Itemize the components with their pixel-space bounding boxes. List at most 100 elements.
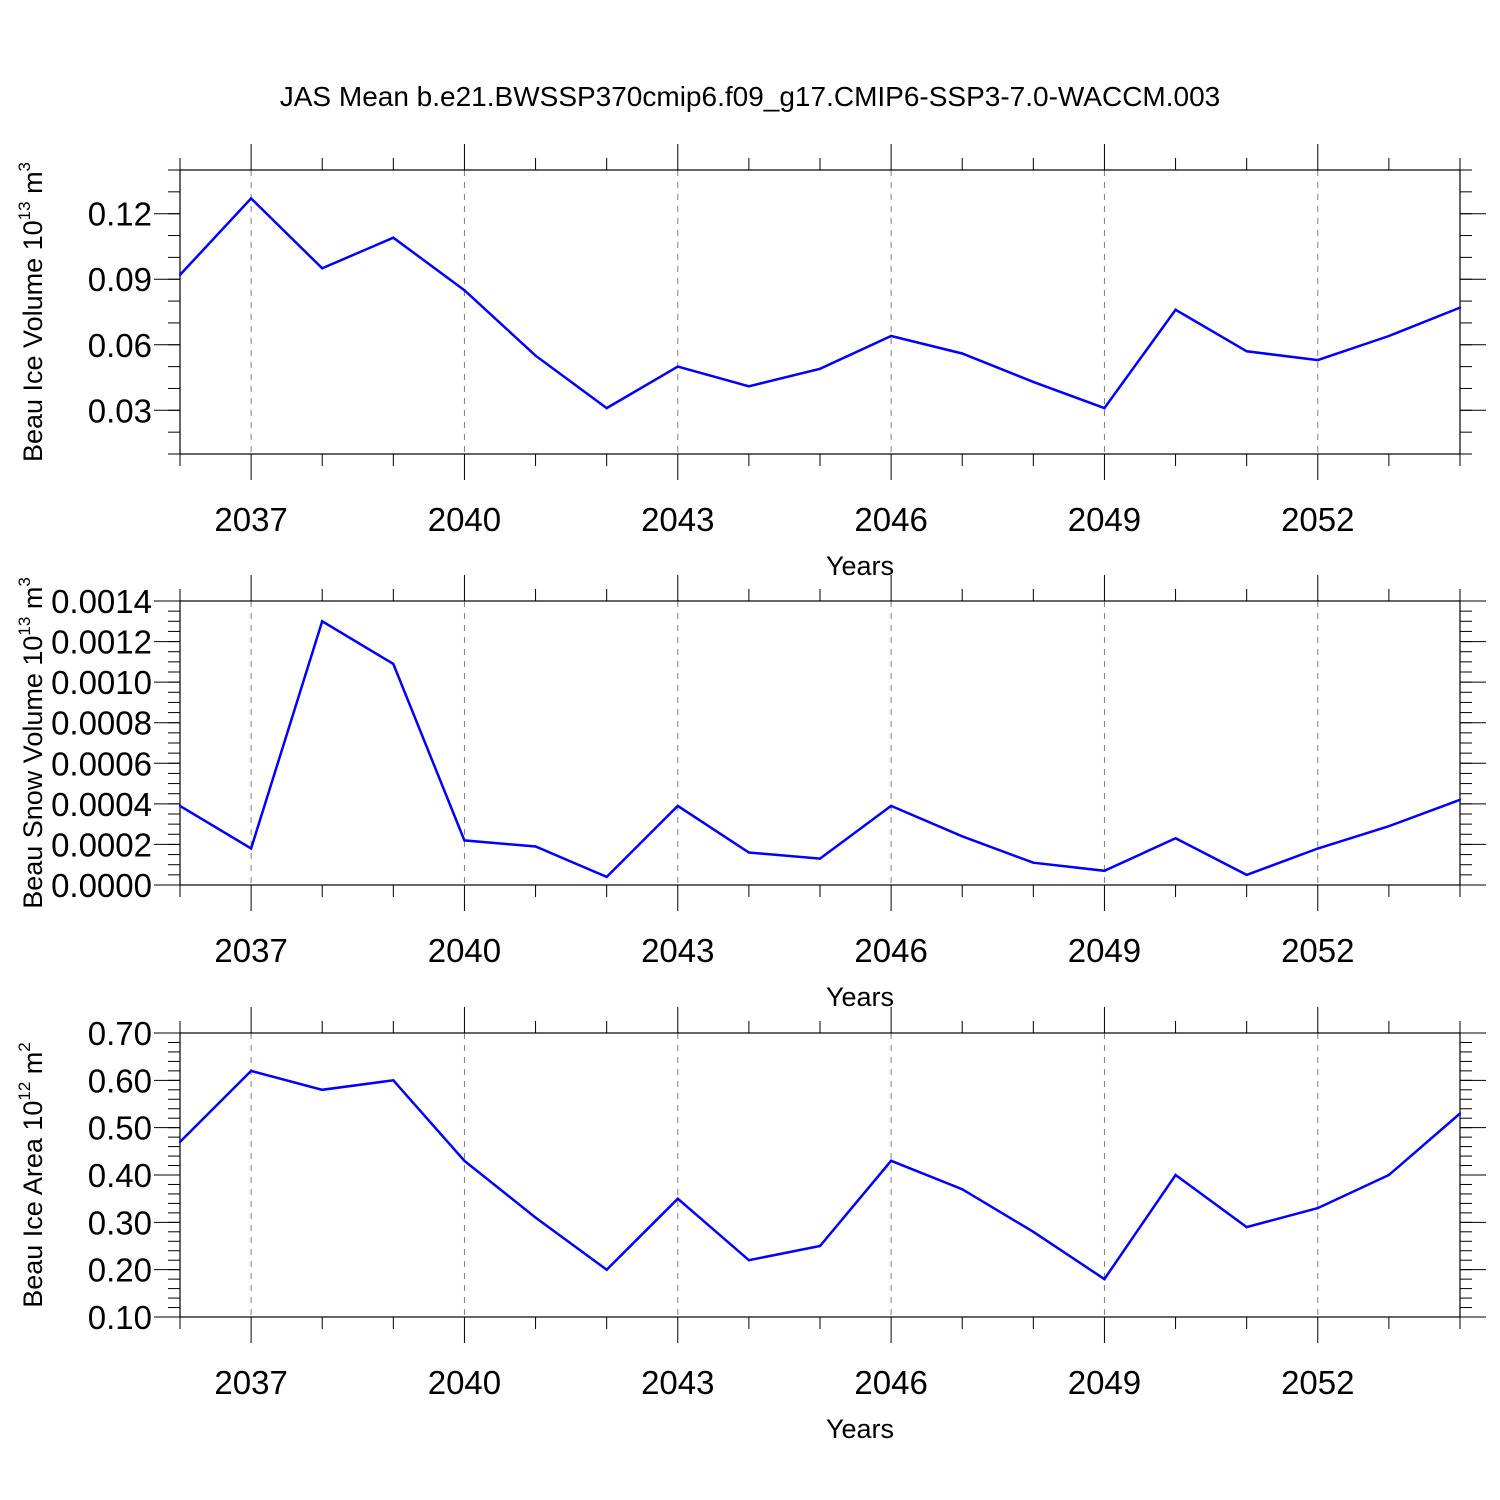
data-point — [178, 804, 182, 808]
plot-frame — [179, 600, 1461, 886]
y-tick-label: 0.0012 — [51, 624, 152, 661]
data-point — [1245, 350, 1248, 353]
y-tick-label: 0.09 — [88, 261, 152, 298]
y-tick-label: 0.60 — [88, 1062, 152, 1099]
data-point — [889, 334, 893, 338]
data-point — [392, 236, 395, 239]
x-tick-label: 2049 — [1068, 932, 1141, 969]
data-point — [534, 354, 537, 357]
plot-frame — [179, 1032, 1461, 1318]
data-point — [1245, 873, 1248, 877]
y-tick-label: 0.0010 — [51, 664, 152, 701]
y-tick-label: 0.30 — [88, 1204, 152, 1241]
y-tick-label: 0.0006 — [51, 745, 152, 782]
y-tick-label: 0.0014 — [51, 583, 152, 620]
data-point — [1174, 1173, 1177, 1177]
data-point — [534, 845, 537, 848]
data-point — [1032, 861, 1035, 864]
data-point — [1458, 1112, 1462, 1115]
y-axis-label-exponent: 13 — [15, 201, 34, 220]
panel-3: 0.10 0.20 0.30 0.40 0.50 0.60 0.70 2037 2040 2043… — [15, 1007, 1486, 1444]
x-tick-label: 2052 — [1281, 932, 1354, 969]
data-point — [1103, 406, 1106, 410]
data-point — [249, 1069, 253, 1073]
data-point — [676, 1197, 679, 1200]
data-point — [1316, 847, 1319, 850]
x-tick-label: 2052 — [1281, 1364, 1354, 1401]
data-point — [818, 857, 822, 860]
data-point — [1458, 306, 1462, 309]
data-point — [605, 1268, 608, 1271]
panel-1: 0.03 0.06 0.09 0.12 2037 2040 2043 2046 2049 2052… — [15, 144, 1486, 581]
data-point — [818, 1244, 822, 1248]
data-point — [1387, 334, 1391, 338]
data-point — [1174, 837, 1177, 840]
data-point — [605, 875, 608, 879]
data-point — [676, 804, 679, 808]
y-axis-label: Beau Ice Volume 1013 m3 — [15, 162, 48, 462]
data-point — [1458, 798, 1462, 801]
data-point — [463, 839, 466, 842]
data-point — [1387, 824, 1391, 828]
data-point — [961, 352, 964, 355]
y-tick-label: 0.0002 — [51, 826, 152, 863]
x-tick-label: 2043 — [641, 932, 714, 969]
panel-2: 0.00000.00020.00040.00060.00080.00100.00… — [15, 575, 1486, 1012]
y-axis-label-text: Beau Snow Volume 10 — [18, 636, 48, 909]
y-tick-label: 0.03 — [88, 392, 152, 429]
data-point — [1032, 380, 1035, 384]
series-line — [179, 1069, 1461, 1281]
data-point — [392, 1079, 395, 1082]
data-point — [961, 835, 964, 838]
series-line — [179, 619, 1461, 879]
y-tick-label: 0.0004 — [51, 786, 152, 823]
y-axis-label-unit-exponent: 3 — [15, 162, 34, 171]
y-tick-label: 0.0008 — [51, 705, 152, 742]
data-point — [676, 365, 679, 368]
x-tick-label: 2052 — [1281, 501, 1354, 538]
y-tick-label: 0.50 — [88, 1110, 152, 1147]
y-axis-label-exponent: 13 — [15, 617, 34, 636]
data-point — [605, 406, 608, 410]
x-tick-label: 2040 — [428, 501, 501, 538]
y-axis-label-text: Beau Ice Volume 10 — [18, 220, 48, 462]
data-point — [178, 1140, 182, 1144]
data-point — [1103, 1277, 1106, 1281]
data-point — [321, 1088, 324, 1092]
data-point — [1316, 358, 1319, 362]
data-point — [1316, 1206, 1319, 1210]
data-point — [249, 847, 253, 850]
data-point — [463, 1159, 466, 1163]
y-axis-label-unit-exponent: 2 — [15, 1042, 34, 1051]
plot-frame — [179, 169, 1461, 455]
y-axis-label-unit-exponent: 3 — [15, 577, 34, 586]
x-tick-label: 2049 — [1068, 501, 1141, 538]
y-tick-label: 0.40 — [88, 1157, 152, 1194]
data-point — [321, 620, 324, 623]
y-axis-label-unit: m — [18, 1052, 48, 1082]
data-point — [747, 385, 751, 388]
data-point — [747, 851, 751, 854]
x-tick-label: 2043 — [641, 501, 714, 538]
x-axis-label: Years — [826, 551, 894, 581]
data-point — [1032, 1230, 1035, 1234]
data-point — [1245, 1225, 1248, 1229]
data-point — [178, 273, 182, 277]
data-point — [534, 1216, 537, 1219]
data-point — [392, 662, 395, 666]
y-tick-label: 0.70 — [88, 1015, 152, 1052]
y-tick-label: 0.12 — [88, 196, 152, 233]
y-axis-label: Beau Snow Volume 1013 m3 — [15, 577, 48, 909]
x-tick-label: 2046 — [854, 932, 927, 969]
data-point — [961, 1188, 964, 1191]
x-axis-label: Years — [826, 1414, 894, 1444]
y-axis-label-unit: m — [18, 171, 48, 201]
data-point — [1103, 869, 1106, 872]
data-point — [889, 804, 893, 808]
data-point — [1174, 308, 1177, 312]
chart-title: JAS Mean b.e21.BWSSP370cmip6.f09_g17.CMI… — [280, 81, 1221, 112]
x-tick-label: 2046 — [854, 501, 927, 538]
y-tick-label: 0.10 — [88, 1299, 152, 1336]
data-point — [889, 1159, 893, 1163]
